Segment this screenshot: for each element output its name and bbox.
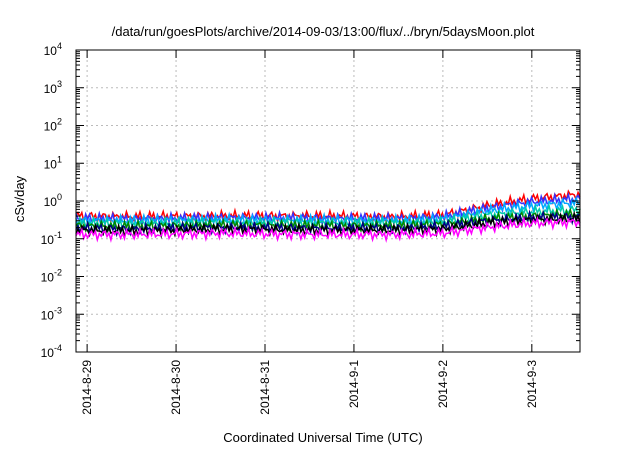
x-tick-label: 2014-8-30 (169, 360, 183, 415)
y-tick-label: 100 (44, 192, 62, 209)
series-line (75, 209, 581, 238)
x-tick-label: 2014-8-31 (258, 360, 272, 415)
y-tick-label: 101 (44, 154, 62, 171)
y-axis-label: cSv/day (12, 175, 27, 222)
series-line (75, 195, 581, 230)
y-tick-label: 103 (44, 79, 62, 96)
y-tick-label: 10-1 (41, 230, 62, 247)
x-tick-label: 2014-9-3 (525, 360, 539, 408)
chart-title: /data/run/goesPlots/archive/2014-09-03/1… (112, 24, 535, 39)
plot-frame (75, 49, 581, 353)
y-tick-label: 10-2 (41, 268, 62, 285)
y-tick-label: 10-4 (41, 343, 62, 360)
x-axis-label: Coordinated Universal Time (UTC) (223, 430, 422, 445)
series-line (75, 215, 581, 243)
y-tick-label: 10-3 (41, 305, 62, 322)
series-line (75, 191, 581, 228)
x-tick-label: 2014-9-2 (436, 360, 450, 408)
y-tick-label: 102 (44, 117, 62, 134)
x-tick-label: 2014-9-1 (347, 360, 361, 408)
axes: 10-4 10-3 10-2 10-1 100 101 102 103 104 2014-8-29… (41, 41, 581, 415)
series-layer (75, 189, 581, 243)
y-tick-label: 104 (44, 41, 62, 58)
x-tick-label: 2014-8-29 (80, 360, 94, 415)
